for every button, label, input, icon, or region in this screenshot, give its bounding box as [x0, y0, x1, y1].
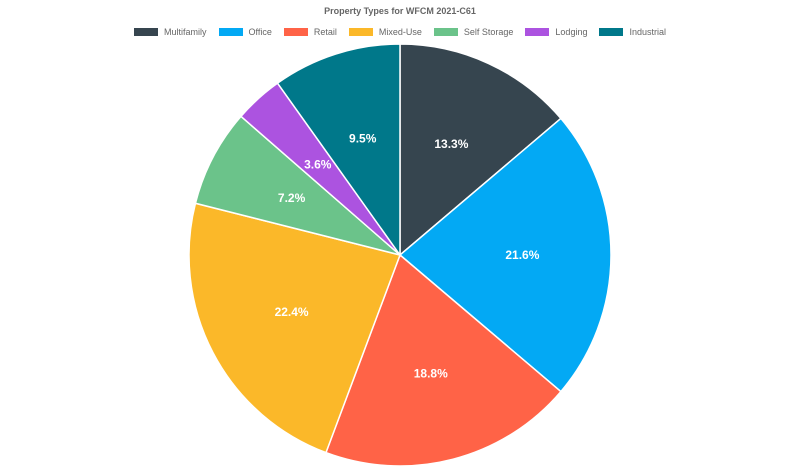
pie-slice-industrial[interactable] [276, 43, 401, 258]
legend-item-self-storage[interactable]: Self Storage [433, 27, 514, 37]
legend: Multifamily Office Retail Mixed-Use Self… [0, 27, 800, 37]
legend-swatch-industrial [599, 28, 624, 36]
legend-item-retail[interactable]: Retail [283, 27, 337, 37]
legend-label-office: Office [248, 27, 272, 37]
legend-label-retail: Retail [313, 27, 337, 37]
legend-swatch-multifamily [134, 28, 158, 36]
legend-item-multifamily[interactable]: Multifamily [134, 27, 207, 37]
legend-label-self-storage: Self Storage [463, 27, 514, 37]
pie-slice-multifamily[interactable] [399, 43, 562, 257]
legend-label-mixed-use: Mixed-Use [378, 27, 422, 37]
legend-item-industrial[interactable]: Industrial [599, 27, 666, 37]
data-label-multifamily: 13.3% [434, 137, 468, 151]
legend-swatch-mixed-use [348, 28, 373, 36]
legend-label-multifamily: Multifamily [164, 27, 207, 37]
pie-slice-retail[interactable] [325, 253, 562, 467]
data-label-industrial: 9.5% [349, 131, 377, 145]
data-label-mixed-use: 22.4% [275, 305, 309, 319]
legend-label-industrial: Industrial [629, 27, 666, 37]
data-label-self-storage: 7.2% [278, 191, 306, 205]
legend-item-mixed-use[interactable]: Mixed-Use [348, 27, 422, 37]
data-label-lodging: 3.6% [304, 157, 332, 171]
data-label-office: 21.6% [505, 248, 539, 262]
pie-slice-self-storage[interactable] [194, 115, 401, 256]
pie-slice-office[interactable] [398, 117, 612, 393]
legend-swatch-lodging [525, 28, 550, 36]
legend-swatch-retail [283, 28, 308, 36]
pie-slice-mixed-use[interactable] [188, 202, 401, 454]
chart-title: Property Types for WFCM 2021-C61 [324, 6, 476, 16]
legend-swatch-self-storage [433, 28, 458, 36]
legend-swatch-office [218, 28, 243, 36]
legend-item-office[interactable]: Office [218, 27, 272, 37]
data-label-retail: 18.8% [414, 366, 448, 380]
legend-item-lodging[interactable]: Lodging [525, 27, 587, 37]
legend-label-lodging: Lodging [555, 27, 588, 37]
